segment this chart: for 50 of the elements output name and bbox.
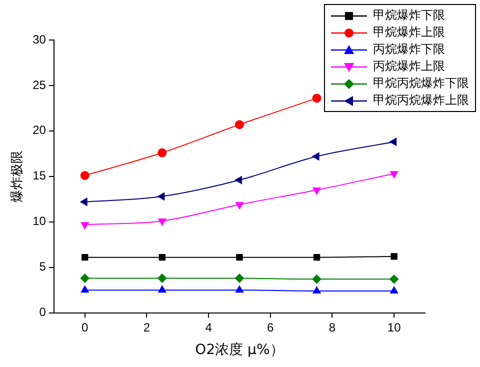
legend-label: 丙烷爆炸上限 <box>373 58 445 75</box>
x-axis-title: O2浓度 μ%） <box>195 342 284 358</box>
point <box>158 192 165 200</box>
point <box>80 170 90 180</box>
x-tick-label: 8 <box>328 320 336 334</box>
x-tick-label: 4 <box>205 320 212 334</box>
y-tick-label: 10 <box>32 214 46 228</box>
point <box>313 254 320 261</box>
point <box>158 218 166 226</box>
point <box>82 254 88 261</box>
x-tick-label: 6 <box>267 320 274 334</box>
legend-label: 丙烷爆炸下限 <box>373 41 445 58</box>
point <box>312 94 322 103</box>
point <box>236 254 243 261</box>
point <box>158 286 166 293</box>
x-tick-label: 0 <box>82 320 89 334</box>
point <box>158 274 167 283</box>
point <box>390 286 398 294</box>
x-tick-label: 2 <box>143 320 150 334</box>
point <box>390 253 398 260</box>
y-tick-label: 0 <box>39 305 46 320</box>
point <box>236 202 244 210</box>
y-tick-label: 15 <box>32 168 46 183</box>
point <box>80 286 89 293</box>
y-axis-title: 爆炸极限 <box>10 150 26 202</box>
point <box>390 171 398 178</box>
point <box>312 188 321 195</box>
point <box>312 286 321 294</box>
point <box>390 138 397 146</box>
legend-label: 甲烷丙烷爆炸下限 <box>373 75 469 92</box>
legend-label: 甲烷爆炸下限 <box>373 7 445 24</box>
point <box>236 286 244 293</box>
point <box>80 222 89 230</box>
y-tick-label: 30 <box>32 32 46 46</box>
point <box>158 254 166 261</box>
point <box>390 274 399 284</box>
y-tick-label: 25 <box>32 78 46 92</box>
x-tick-label: 10 <box>387 320 402 334</box>
point <box>80 274 90 283</box>
legend-label: 甲烷丙烷爆炸上限 <box>373 92 469 109</box>
point <box>312 152 320 160</box>
legend-label: 甲烷爆炸上限 <box>373 24 445 41</box>
point <box>234 274 244 283</box>
point <box>158 148 167 158</box>
y-tick-label: 5 <box>39 260 46 274</box>
point <box>80 198 88 206</box>
y-tick-label: 20 <box>32 123 46 138</box>
point <box>234 120 244 130</box>
point <box>312 274 322 284</box>
point <box>234 176 242 184</box>
